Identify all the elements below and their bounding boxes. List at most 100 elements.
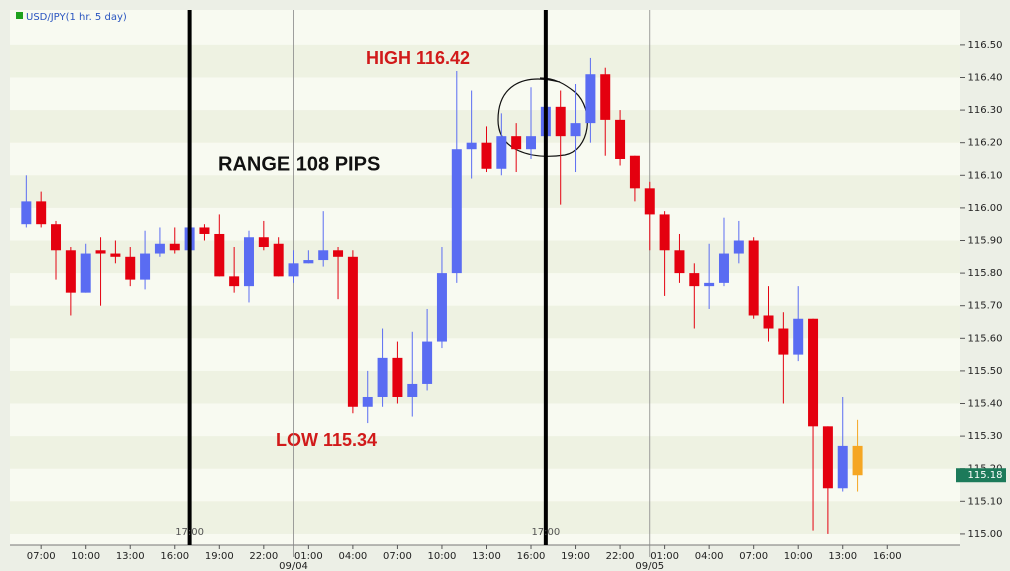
candle-body xyxy=(169,243,180,251)
day-label: 09/05 xyxy=(635,561,664,571)
candle-body xyxy=(243,237,254,287)
range-annotation: RANGE 108 PIPS xyxy=(218,153,380,175)
candle-body xyxy=(808,318,819,427)
candle-body xyxy=(407,383,418,397)
grid-band xyxy=(10,44,960,78)
x-tick-label: 01:00 xyxy=(294,551,323,562)
candle-body xyxy=(748,240,759,316)
candle-body xyxy=(837,445,848,489)
y-tick-label: 115.40 xyxy=(968,399,1003,410)
candle-body xyxy=(555,106,566,137)
low-annotation: LOW 115.34 xyxy=(276,430,377,450)
y-tick-label: 115.90 xyxy=(968,235,1003,246)
candle-body xyxy=(392,357,403,397)
grid-band xyxy=(10,240,960,274)
candle-body xyxy=(214,233,225,277)
candle-body xyxy=(288,263,299,277)
y-tick-label: 115.10 xyxy=(968,496,1003,507)
y-tick-label: 115.30 xyxy=(968,431,1003,442)
candle-body xyxy=(229,276,240,287)
x-tick-label: 10:00 xyxy=(428,551,457,562)
candle-body xyxy=(674,250,685,274)
x-tick-label: 22:00 xyxy=(606,551,635,562)
candle-body xyxy=(21,201,32,225)
candle-body xyxy=(333,250,344,257)
candle-body xyxy=(733,240,744,254)
candle-body xyxy=(585,74,596,124)
day-label: 09/04 xyxy=(279,561,308,571)
x-tick-label: 13:00 xyxy=(116,551,145,562)
candle-body xyxy=(615,119,626,159)
candle-body xyxy=(451,149,462,274)
x-tick-label: 16:00 xyxy=(160,551,189,562)
candle-body xyxy=(362,396,373,407)
candle-body xyxy=(36,201,47,225)
candle-body xyxy=(347,256,358,407)
grid-band xyxy=(10,501,960,534)
y-tick-label: 115.60 xyxy=(968,333,1003,344)
candle-body xyxy=(51,224,62,251)
candle-body xyxy=(318,250,329,261)
x-tick-label: 01:00 xyxy=(650,551,679,562)
candle-body xyxy=(80,253,91,293)
candle-body xyxy=(659,214,670,251)
candle-body xyxy=(110,253,121,257)
current-price-tag xyxy=(956,468,1006,483)
x-tick-label: 04:00 xyxy=(338,551,367,562)
x-tick-label: 10:00 xyxy=(71,551,100,562)
y-tick-label: 116.40 xyxy=(968,72,1003,83)
candle-body xyxy=(763,315,774,329)
x-tick-label: 22:00 xyxy=(249,551,278,562)
candle-body xyxy=(481,142,492,169)
candle-body xyxy=(273,243,284,277)
grid-band xyxy=(10,175,960,208)
x-tick-label: 07:00 xyxy=(739,551,768,562)
x-tick-label: 19:00 xyxy=(561,551,590,562)
candle-body xyxy=(95,250,106,254)
current-price-label: 115.18 xyxy=(968,470,1003,481)
hand-drawn-circle xyxy=(497,77,588,157)
grid-band xyxy=(10,370,960,404)
x-tick-label: 16:00 xyxy=(873,551,902,562)
y-tick-label: 116.50 xyxy=(968,40,1003,51)
candle-body xyxy=(65,250,76,293)
candle-body xyxy=(600,74,611,120)
candle-body xyxy=(718,253,729,283)
candle-body xyxy=(496,136,507,169)
candle-body xyxy=(377,357,388,397)
grid-band xyxy=(10,110,960,143)
candle-body xyxy=(199,227,210,234)
y-tick-label: 116.10 xyxy=(968,170,1003,181)
plot xyxy=(10,10,965,545)
candle-body xyxy=(570,123,581,137)
x-tick-label: 16:00 xyxy=(517,551,546,562)
candle-body xyxy=(140,253,151,280)
x-tick-label: 04:00 xyxy=(695,551,724,562)
candle-body xyxy=(466,142,477,150)
candle-body xyxy=(511,136,522,150)
session-label: 17:00 xyxy=(531,527,560,538)
y-tick-label: 115.80 xyxy=(968,268,1003,279)
candle-body xyxy=(526,136,537,150)
candle-body xyxy=(644,188,655,215)
candle-body xyxy=(125,256,136,280)
candle-body xyxy=(154,243,165,254)
title-icon xyxy=(16,12,23,19)
x-tick-label: 07:00 xyxy=(383,551,412,562)
candle-body xyxy=(822,426,833,489)
y-tick-label: 116.20 xyxy=(968,138,1003,149)
y-tick-label: 116.00 xyxy=(968,203,1003,214)
x-tick-label: 19:00 xyxy=(205,551,234,562)
candle-body xyxy=(629,155,640,189)
candle-body xyxy=(422,341,433,384)
chart-title: USD/JPY(1 hr. 5 day) xyxy=(26,12,127,23)
candle-body xyxy=(303,260,314,264)
candle-body xyxy=(436,273,447,342)
y-tick-label: 116.30 xyxy=(968,105,1003,116)
grid-band xyxy=(10,436,960,469)
candle-body xyxy=(793,318,804,355)
high-annotation: HIGH 116.42 xyxy=(366,48,470,68)
x-tick-label: 07:00 xyxy=(27,551,56,562)
